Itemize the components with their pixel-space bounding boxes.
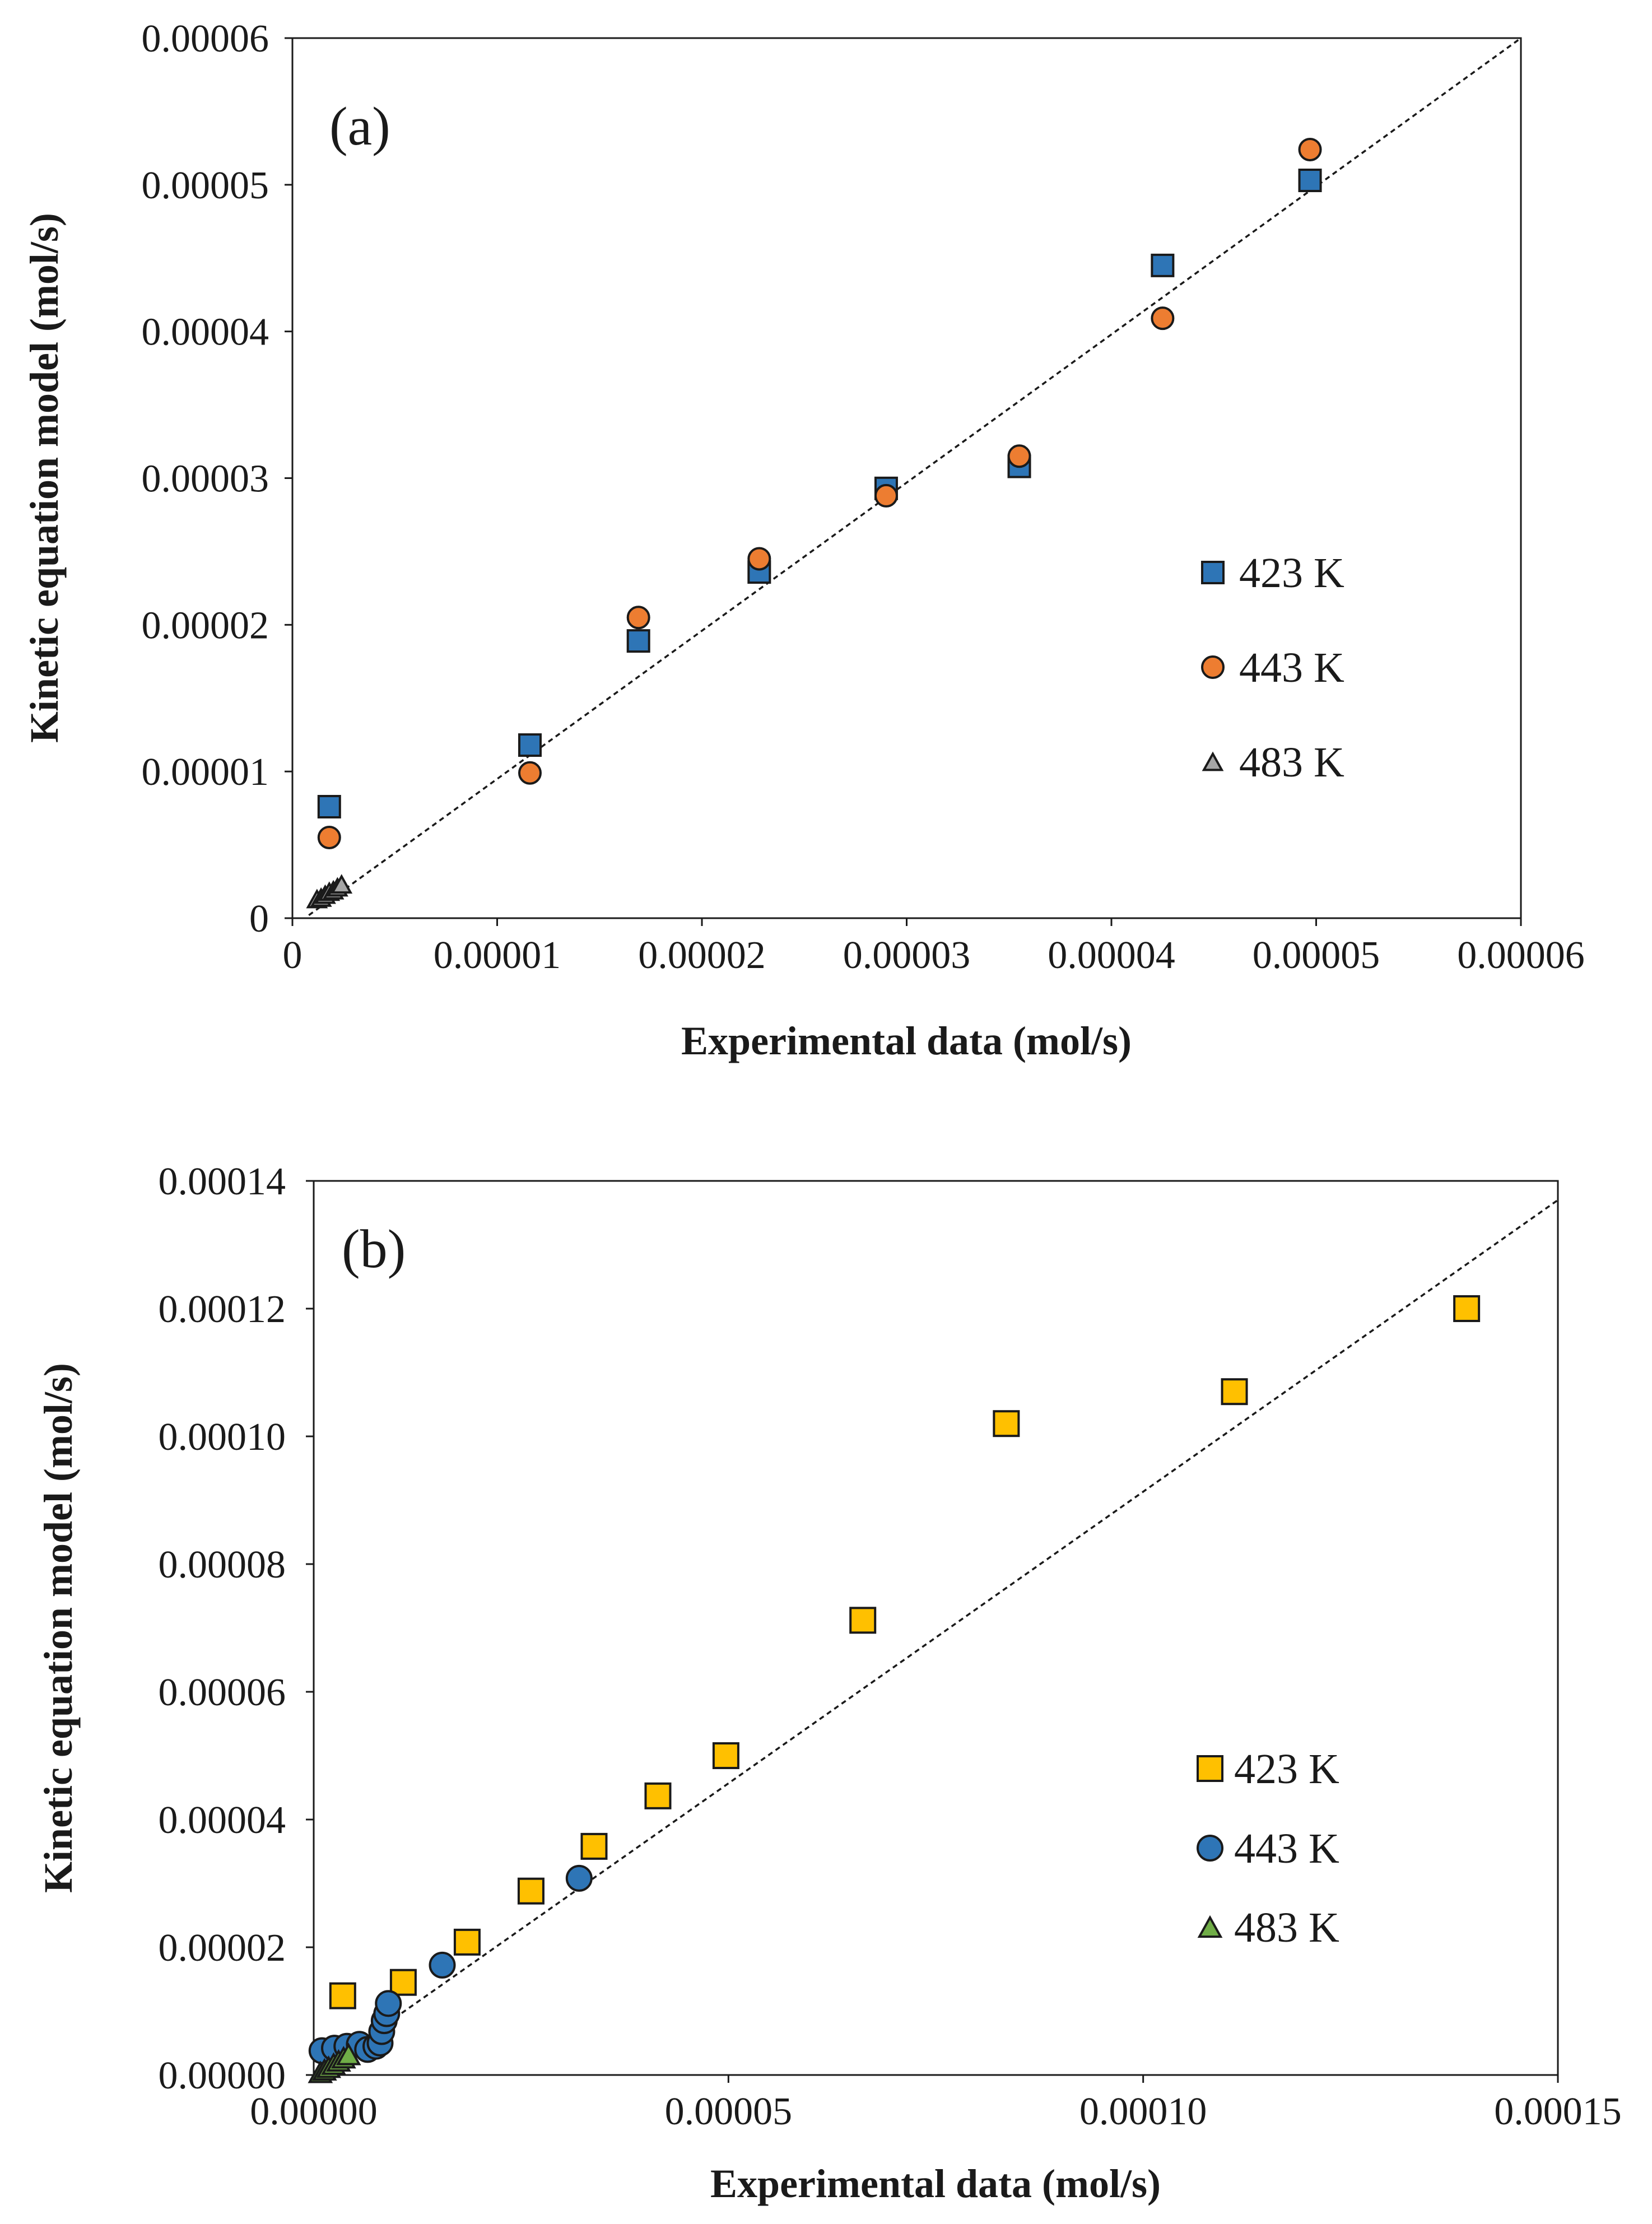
data-point-a-443k	[874, 483, 898, 508]
x-tick-label-b: 0.00000	[250, 2090, 378, 2133]
data-point-b-483k	[336, 2042, 361, 2065]
data-point-a-443k	[518, 761, 542, 785]
data-point-b-423k	[993, 1410, 1020, 1437]
legend-symbol-a-443k	[1201, 655, 1225, 679]
data-point-a-423k	[518, 733, 542, 757]
y-tick-label-b: 0.00002	[159, 1927, 286, 1970]
data-point-b-443k	[375, 1990, 402, 2017]
x-tick-label-a: 0.00004	[1048, 934, 1175, 977]
y-tick-label-b: 0.00010	[159, 1416, 286, 1459]
y-tick-label-a: 0.00003	[142, 458, 269, 501]
data-point-a-443k	[747, 547, 771, 571]
y-tick-label-b: 0.00000	[159, 2054, 286, 2097]
x-tick-label-b: 0.00010	[1079, 2090, 1207, 2133]
legend-label-a-443: 443 K	[1239, 644, 1344, 691]
chart-b: 0.00000 0.00002 0.00004 0.00006 0.00008 0.000…	[36, 1160, 1622, 2206]
data-point-b-423k	[1453, 1295, 1481, 1322]
data-point-a-423k	[1298, 168, 1322, 192]
data-point-a-483k	[331, 874, 353, 894]
legend-a: 423 K 443 K 483 K	[1201, 550, 1344, 786]
chart-a: 0 0.00001 0.00002 0.00003 0.00004 0.00005 0.00…	[22, 17, 1585, 1063]
x-tick-label-a: 0	[283, 934, 303, 977]
data-point-a-423k	[1151, 253, 1175, 277]
legend-symbol-b-423k	[1197, 1755, 1223, 1782]
y-tick-label-a: 0.00004	[142, 311, 269, 354]
y-axis-title-b: Kinetic equation model (mol/s)	[36, 1363, 81, 1893]
x-tick-label-b: 0.00015	[1494, 2090, 1622, 2133]
x-tick-label-a: 0.00005	[1253, 934, 1380, 977]
data-point-b-423k	[580, 1832, 608, 1860]
data-point-a-443k	[1151, 306, 1175, 331]
y-tick-label-b: 0.00012	[159, 1288, 286, 1331]
y-tick-label-b: 0.00008	[159, 1543, 286, 1586]
y-axis-title-a: Kinetic equation model (mol/s)	[22, 213, 67, 743]
legend-symbol-b-483k	[1197, 1915, 1223, 1938]
x-tick-label-a: 0.00006	[1457, 934, 1585, 977]
reference-line-b	[313, 1199, 1559, 2076]
data-point-b-423k	[849, 1607, 877, 1634]
x-axis-title-a: Experimental data (mol/s)	[681, 1018, 1132, 1063]
x-tick-label-a: 0.00002	[638, 934, 766, 977]
legend-label-b-483: 483 K	[1234, 1904, 1339, 1951]
x-tick-label-a: 0.00001	[434, 934, 561, 977]
panel-label-a: (a)	[329, 96, 390, 157]
y-tick-label-b: 0.00006	[159, 1671, 286, 1714]
legend-label-b-423: 423 K	[1234, 1746, 1339, 1793]
data-point-b-423k	[453, 1928, 481, 1956]
data-point-b-423k	[712, 1742, 739, 1769]
data-point-a-443k	[626, 606, 650, 630]
panel-label-b: (b)	[342, 1219, 406, 1280]
y-tick-label-a: 0.00002	[142, 604, 269, 647]
x-tick-label-b: 0.00005	[665, 2090, 793, 2133]
legend-symbol-a-483k	[1202, 751, 1224, 771]
data-point-b-423k	[517, 1877, 545, 1905]
y-tick-label-a: 0.00005	[142, 164, 269, 207]
data-point-a-443k	[317, 825, 341, 849]
y-tick-label-b: 0.00004	[159, 1799, 286, 1842]
y-tick-label-a: 0.00006	[142, 17, 269, 61]
data-point-b-443k	[429, 1951, 456, 1979]
legend-label-a-483: 483 K	[1239, 739, 1344, 786]
data-point-b-423k	[644, 1782, 672, 1809]
legend-symbol-a-423k	[1201, 561, 1225, 584]
legend-label-b-443: 443 K	[1234, 1825, 1339, 1872]
data-point-b-423k	[389, 1969, 417, 1996]
legend-symbol-b-443k	[1197, 1835, 1223, 1862]
y-tick-label-a: 0.00001	[142, 751, 269, 794]
data-point-a-443k	[1298, 137, 1322, 161]
legend-b: 423 K 443 K 483 K	[1197, 1746, 1339, 1951]
data-point-b-443k	[565, 1864, 593, 1892]
data-point-a-443k	[1007, 444, 1031, 468]
x-axis-title-b: Experimental data (mol/s)	[710, 2161, 1161, 2206]
x-tick-label-a: 0.00003	[843, 934, 971, 977]
data-point-b-423k	[329, 1982, 356, 2009]
plot-frame-b	[313, 1180, 1559, 2076]
data-point-b-423k	[1221, 1378, 1248, 1406]
y-tick-label-b: 0.00014	[159, 1160, 286, 1203]
data-point-a-423k	[317, 795, 341, 819]
data-point-a-423k	[626, 629, 650, 653]
legend-label-a-423: 423 K	[1239, 550, 1344, 597]
y-tick-label-a: 0	[249, 897, 269, 941]
